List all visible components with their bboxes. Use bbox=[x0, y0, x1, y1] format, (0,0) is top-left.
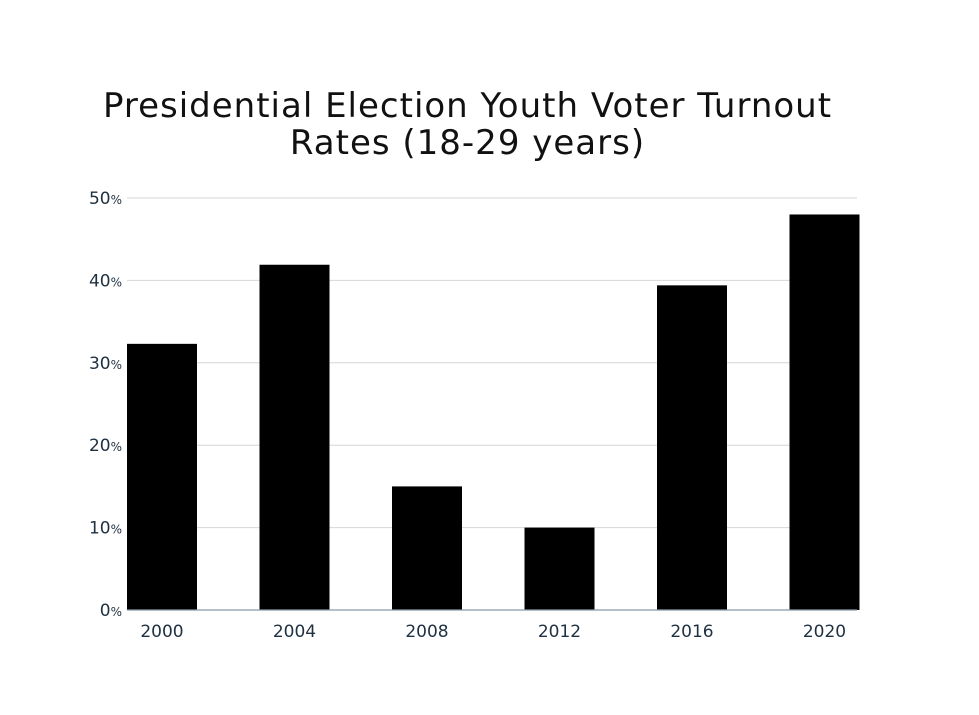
gridlines bbox=[127, 197, 857, 529]
x-tick-label-2020: 2020 bbox=[803, 622, 846, 642]
chart-title-line-1: Presidential Election Youth Voter Turnou… bbox=[102, 86, 833, 126]
bars bbox=[127, 214, 860, 611]
bar-2000 bbox=[127, 343, 197, 610]
y-tick-label-40: 40% bbox=[89, 271, 122, 291]
bar-2020 bbox=[789, 214, 860, 611]
y-tick-label-30: 30% bbox=[89, 354, 122, 374]
chart-title-line-2: Rates (18-29 years) bbox=[289, 123, 646, 163]
y-tick-label-20: 20% bbox=[89, 436, 122, 456]
x-tick-label-2000: 2000 bbox=[140, 622, 183, 642]
bar-2016 bbox=[657, 285, 727, 610]
x-tick-label-2012: 2012 bbox=[538, 622, 581, 642]
y-tick-label-50: 50% bbox=[89, 189, 122, 209]
bar-2012 bbox=[524, 527, 595, 610]
x-tick-label-2008: 2008 bbox=[405, 622, 448, 642]
x-tick-label-2016: 2016 bbox=[670, 622, 713, 642]
bar-2008 bbox=[392, 486, 462, 610]
x-tick-labels: 2000 2004 2008 2012 2016 2020 bbox=[140, 622, 846, 642]
y-tick-label-10: 10% bbox=[89, 519, 122, 539]
bar-2004 bbox=[259, 264, 330, 610]
x-tick-label-2004: 2004 bbox=[273, 622, 316, 642]
y-tick-labels: 0% 10% 20% 30% 40% 50% bbox=[89, 189, 122, 621]
y-tick-label-0: 0% bbox=[100, 601, 122, 621]
